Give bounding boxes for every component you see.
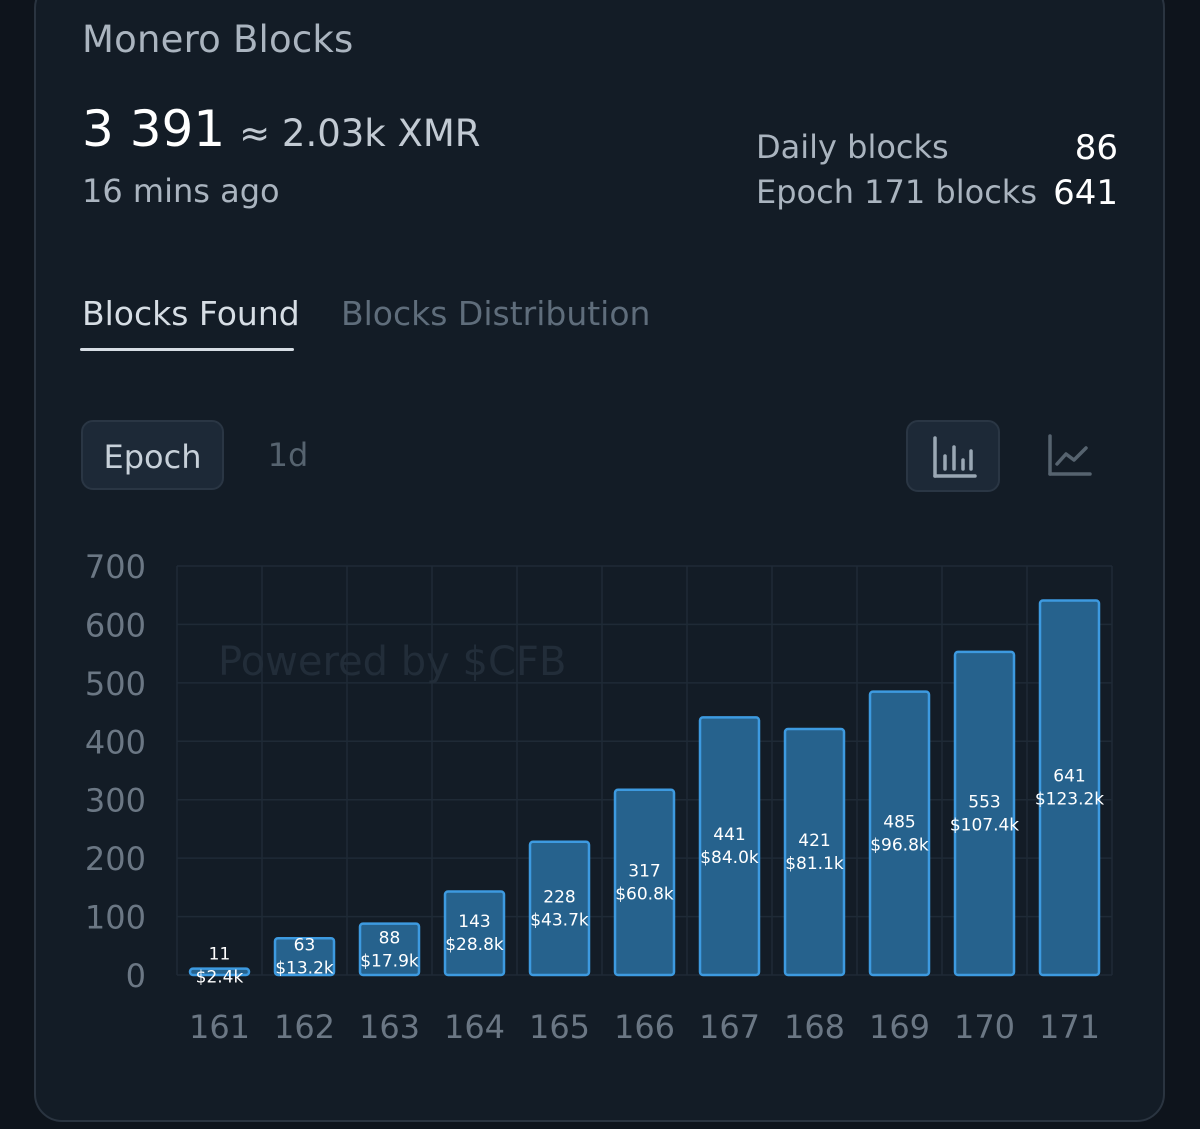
bar-usd-label: $84.0k: [700, 848, 759, 868]
x-tick-label: 163: [359, 1008, 420, 1046]
bar-168: [783, 727, 846, 977]
x-tick-label: 165: [529, 1008, 590, 1046]
tab-blocks-found[interactable]: Blocks Found: [82, 294, 300, 333]
bar-171: [1038, 599, 1101, 977]
bar-163: [358, 922, 421, 977]
bar-usd-label: $107.4k: [950, 815, 1019, 835]
bar-value-label: 553: [968, 792, 1000, 812]
bar-value-label: 441: [713, 825, 745, 845]
last-block-time: 16 mins ago: [82, 172, 280, 210]
bar-usd-label: $43.7k: [530, 910, 589, 930]
x-tick-label: 170: [954, 1008, 1015, 1046]
bar-usd-label: $123.2k: [1035, 790, 1104, 810]
bar-value-label: 485: [883, 812, 915, 832]
y-tick-label: 600: [85, 606, 146, 644]
y-tick-label: 100: [85, 899, 146, 937]
card-title: Monero Blocks: [82, 18, 354, 61]
active-tab-indicator: [80, 348, 294, 351]
y-tick-label: 400: [85, 723, 146, 761]
x-tick-label: 169: [869, 1008, 930, 1046]
y-tick-label: 300: [85, 782, 146, 820]
x-tick-label: 168: [784, 1008, 845, 1046]
daily-blocks-value: 86: [1074, 128, 1118, 168]
total-blocks-row: 3 391 ≈ 2.03k XMR: [82, 100, 480, 158]
bar-usd-label: $96.8k: [870, 835, 929, 855]
approx-xmr-value: ≈ 2.03k XMR: [239, 112, 481, 155]
bar-162: [273, 936, 336, 977]
daily-blocks-label: Daily blocks: [756, 128, 949, 166]
bar-usd-label: $17.9k: [360, 951, 419, 971]
bar-chart-icon: [933, 436, 977, 478]
x-tick-label: 171: [1039, 1008, 1100, 1046]
bar-usd-label: $2.4k: [196, 968, 244, 988]
bar-value-label: 11: [209, 945, 231, 965]
x-tick-label: 167: [699, 1008, 760, 1046]
bar-chart-toggle-button[interactable]: [906, 420, 1000, 492]
bar-value-label: 228: [543, 887, 575, 907]
y-tick-label: 0: [126, 957, 146, 995]
bar-value-label: 641: [1053, 767, 1085, 787]
y-tick-label: 700: [85, 548, 146, 586]
bar-usd-label: $13.2k: [275, 959, 334, 979]
period-1d-button[interactable]: 1d: [267, 436, 309, 474]
bar-170: [953, 650, 1016, 977]
watermark-text: Powered by $CFB: [218, 639, 566, 685]
x-tick-label: 162: [274, 1008, 335, 1046]
y-tick-label: 500: [85, 665, 146, 703]
bar-value-label: 143: [458, 912, 490, 932]
bar-value-label: 88: [379, 928, 401, 948]
bar-164: [443, 890, 506, 977]
bar-usd-label: $28.8k: [445, 935, 504, 955]
y-tick-label: 200: [85, 840, 146, 878]
bar-usd-label: $60.8k: [615, 884, 674, 904]
total-blocks-value: 3 391: [82, 100, 226, 158]
blocks-found-chart: 0 100 200 300 400 500 600 700 Powered by $CFB 11 $…: [85, 548, 1113, 1046]
bar-value-label: 63: [294, 936, 316, 956]
x-tick-label: 161: [189, 1008, 250, 1046]
bar-161: [188, 967, 251, 977]
bar-value-label: 421: [798, 831, 830, 851]
x-tick-label: 164: [444, 1008, 505, 1046]
x-tick-label: 166: [614, 1008, 675, 1046]
period-epoch-button[interactable]: Epoch: [81, 420, 224, 490]
line-chart-icon: [1048, 434, 1092, 476]
epoch-blocks-value: 641: [1053, 173, 1118, 213]
bar-167: [698, 716, 761, 977]
epoch-blocks-label: Epoch 171 blocks: [756, 173, 1037, 211]
line-chart-toggle-button[interactable]: [1023, 420, 1117, 492]
bar-165: [528, 840, 591, 977]
bar-usd-label: $81.1k: [785, 854, 844, 874]
tab-blocks-distribution[interactable]: Blocks Distribution: [341, 294, 651, 333]
bar-value-label: 317: [628, 861, 660, 881]
bar-166: [613, 788, 676, 977]
bar-169: [868, 690, 931, 977]
